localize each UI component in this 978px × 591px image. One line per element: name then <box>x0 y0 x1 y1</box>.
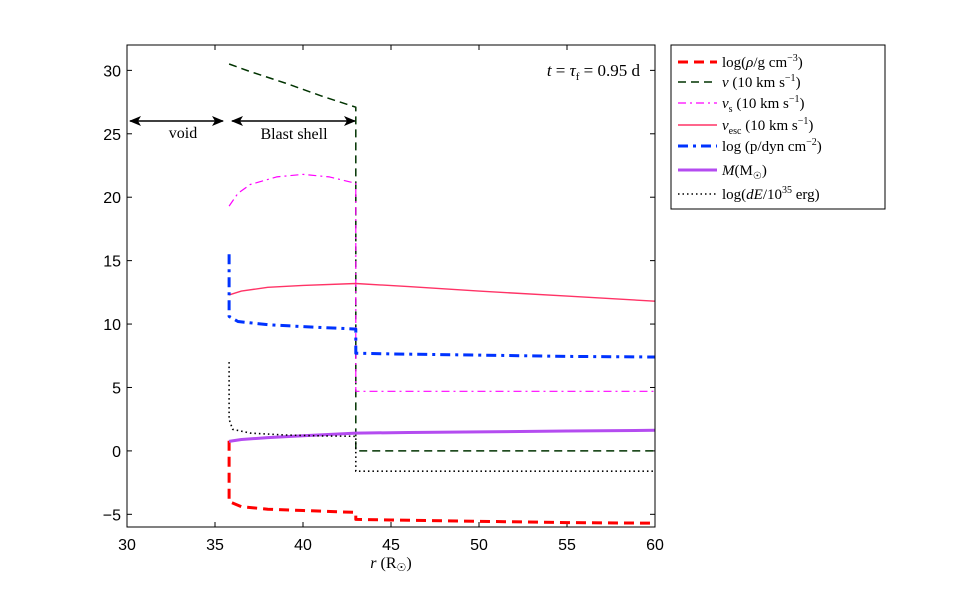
x-tick-label: 60 <box>646 537 664 554</box>
x-tick-label: 55 <box>558 537 576 554</box>
legend-label-density: log(ρ/g cm−3) <box>722 53 803 71</box>
x-tick-label: 40 <box>294 537 312 554</box>
legend-label-velocity: v (10 km s−1) <box>722 73 801 91</box>
legend-label-pressure: log (p/dyn cm−2) <box>722 137 822 155</box>
x-tick-label: 50 <box>470 537 488 554</box>
x-tick-label: 45 <box>382 537 400 554</box>
y-tick-label: 10 <box>103 317 121 334</box>
legend-label-escape-velocity: vesc (10 km s−1) <box>722 116 813 137</box>
y-tick-label: 5 <box>112 380 121 397</box>
x-tick-label: 30 <box>118 537 136 554</box>
legend-label-energy: log(dE/1035 erg) <box>722 185 820 203</box>
legend: log(ρ/g cm−3) v (10 km s−1) vs (10 km s−… <box>670 44 886 210</box>
plot-frame <box>126 44 656 528</box>
y-tick-label: 25 <box>103 127 121 144</box>
y-tick-label: 20 <box>103 190 121 207</box>
series-line-3 <box>228 173 655 392</box>
series-line-2 <box>228 63 655 452</box>
series-line-5 <box>227 254 656 359</box>
y-tick-label: 0 <box>112 444 121 461</box>
legend-label-sound-speed: vs (10 km s−1) <box>722 94 804 115</box>
time-annotation: t = τf = 0.95 d <box>547 61 641 83</box>
series-line-1 <box>227 440 656 525</box>
series-line-4 <box>228 282 656 302</box>
series-line-6 <box>228 428 656 443</box>
x-tick-label: 35 <box>206 537 224 554</box>
x-axis-label: r (R☉) <box>370 555 411 574</box>
series-layer <box>227 63 656 525</box>
legend-box <box>670 44 886 210</box>
y-tick-label: −5 <box>103 507 121 524</box>
tick-labels: 30 35 40 45 50 55 60 −5 0 5 10 15 20 25 30 <box>103 63 664 554</box>
y-tick-label: 15 <box>103 254 121 271</box>
void-label: void <box>169 125 197 142</box>
legend-swatches <box>678 60 717 195</box>
y-tick-label: 30 <box>103 63 121 80</box>
blast-shell-label: Blast shell <box>260 126 328 143</box>
